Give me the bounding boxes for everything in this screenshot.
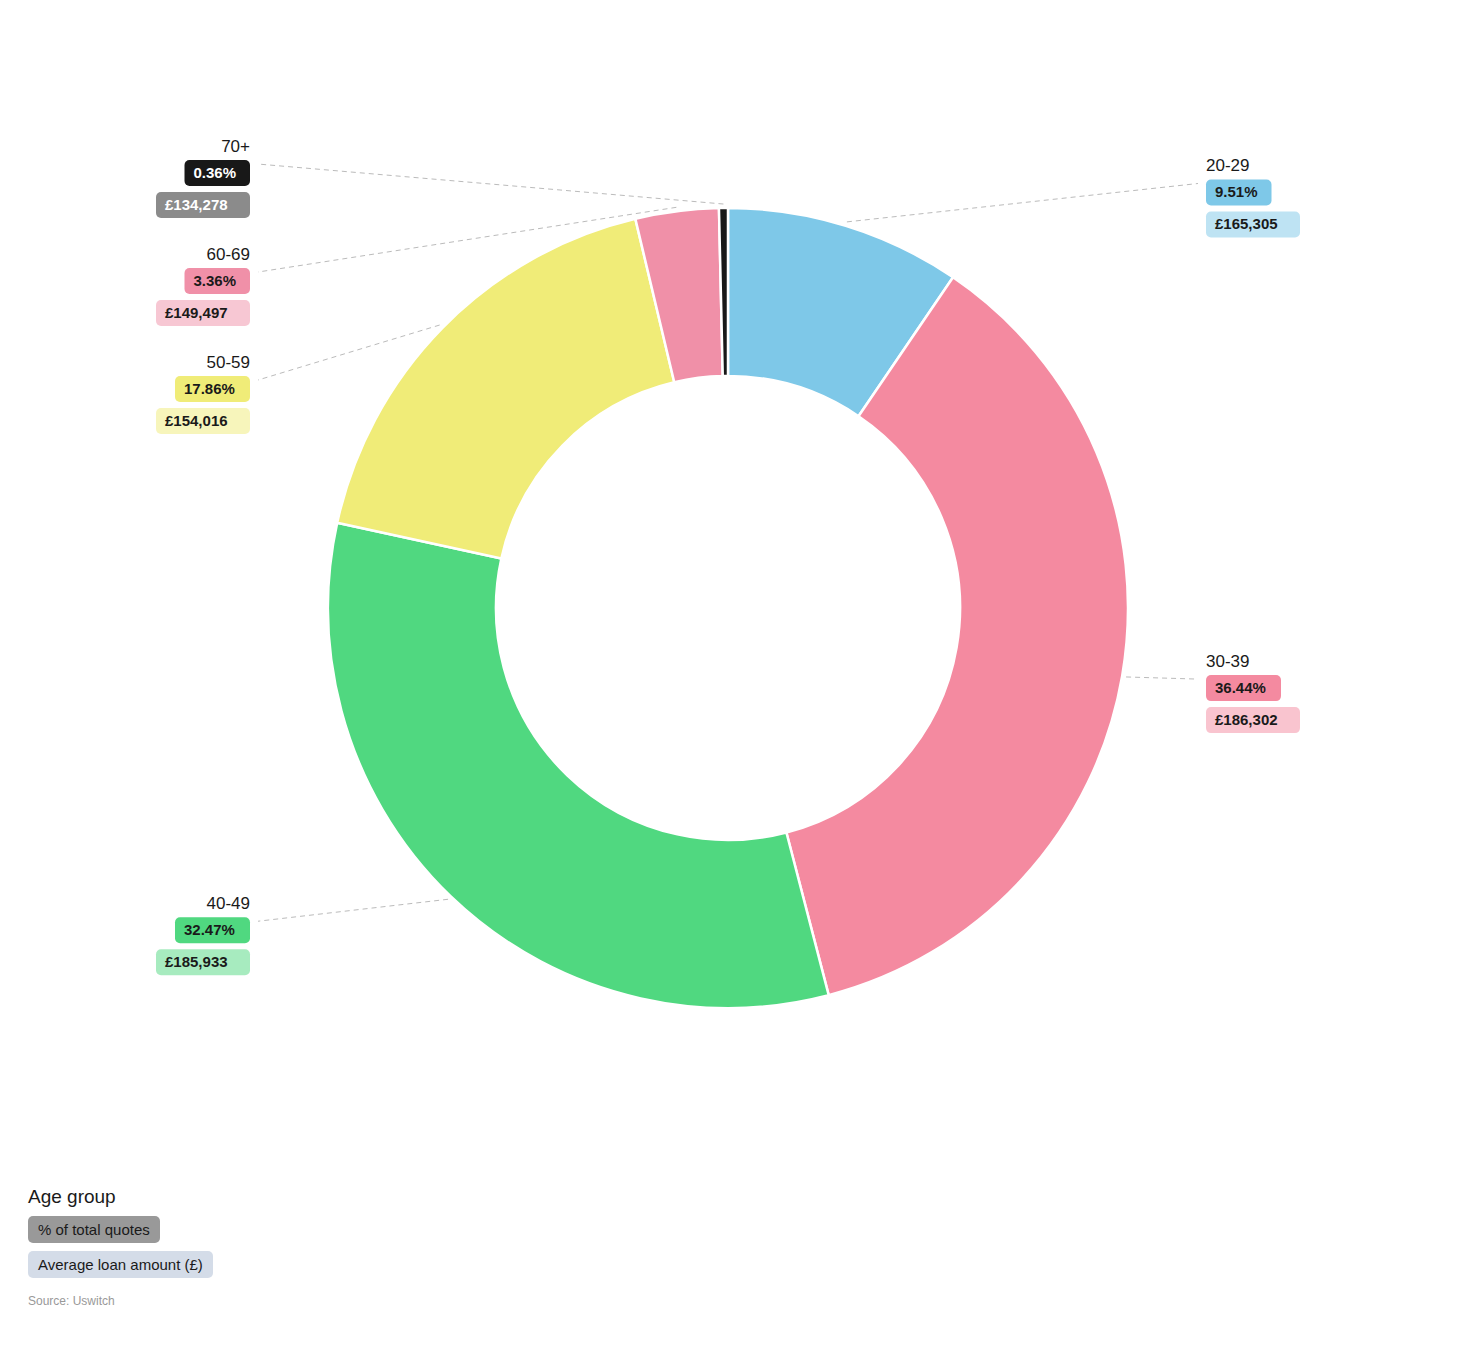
svg-text:£165,305: £165,305 — [1215, 215, 1278, 232]
svg-text:9.51%: 9.51% — [1215, 183, 1258, 200]
svg-text:£186,302: £186,302 — [1215, 711, 1278, 728]
svg-text:70+: 70+ — [221, 137, 250, 156]
svg-text:20-29: 20-29 — [1206, 156, 1249, 175]
svg-text:32.47%: 32.47% — [184, 921, 235, 938]
svg-text:£154,016: £154,016 — [165, 412, 228, 429]
html-text:Source: Uswitch: Source: Uswitch — [28, 1294, 115, 1308]
svg-text:3.36%: 3.36% — [194, 272, 237, 289]
svg-text:£149,497: £149,497 — [165, 304, 228, 321]
svg-text:17.86%: 17.86% — [184, 380, 235, 397]
svg-text:40-49: 40-49 — [207, 894, 250, 913]
svg-text:60-69: 60-69 — [207, 245, 250, 264]
svg-text:£134,278: £134,278 — [165, 196, 228, 213]
svg-text:£185,933: £185,933 — [165, 953, 228, 970]
html-text:% of total quotes: % of total quotes — [38, 1221, 150, 1238]
svg-text:30-39: 30-39 — [1206, 652, 1249, 671]
svg-text:0.36%: 0.36% — [194, 164, 237, 181]
svg-text:36.44%: 36.44% — [1215, 679, 1266, 696]
svg-text:50-59: 50-59 — [207, 353, 250, 372]
html-text:Average loan amount (£): Average loan amount (£) — [38, 1256, 203, 1273]
html-text:Age group: Age group — [28, 1186, 116, 1207]
